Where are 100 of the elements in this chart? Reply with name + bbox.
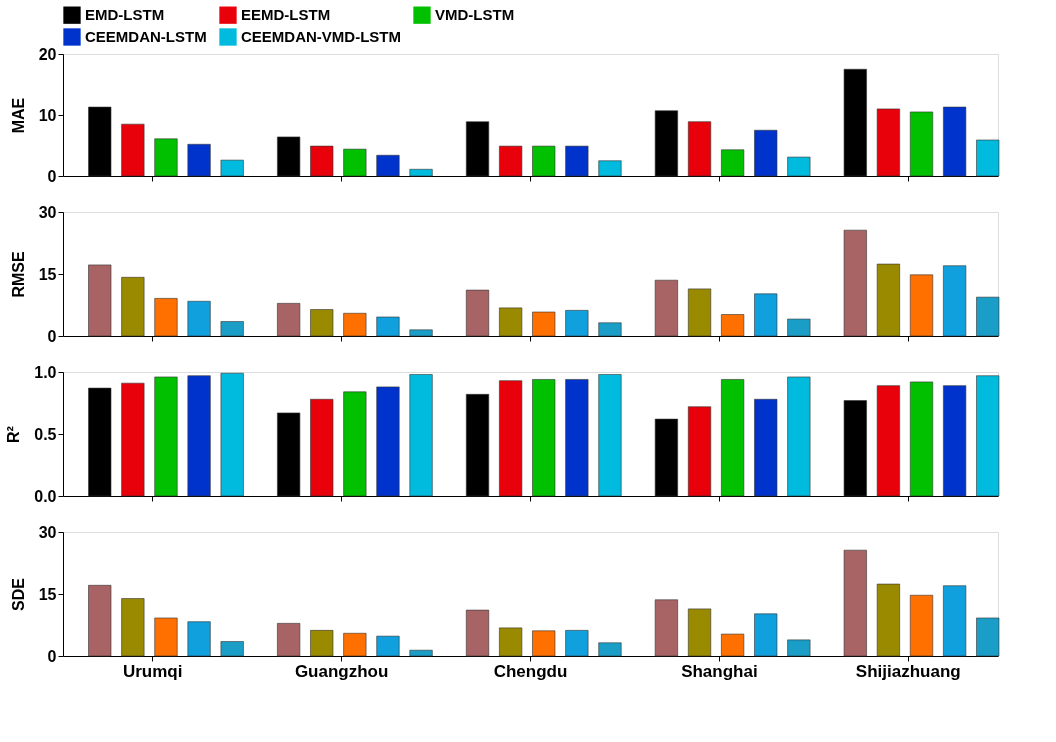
bar bbox=[843, 229, 867, 337]
bar bbox=[876, 583, 900, 657]
bar bbox=[310, 398, 334, 497]
bar bbox=[754, 129, 778, 177]
bar bbox=[721, 379, 745, 497]
y-tick-label: 30 bbox=[38, 523, 57, 541]
y-tick-label: 0 bbox=[47, 167, 57, 185]
bar bbox=[277, 623, 301, 657]
bar bbox=[121, 382, 145, 497]
bar bbox=[154, 376, 178, 497]
y-tick-label: 0 bbox=[47, 647, 57, 665]
bar bbox=[687, 608, 712, 657]
legend-label: CEEMDAN-LSTM bbox=[85, 28, 207, 45]
bar bbox=[598, 642, 622, 657]
bar bbox=[88, 264, 112, 337]
bar bbox=[565, 630, 589, 657]
bar bbox=[409, 374, 433, 497]
bar bbox=[976, 139, 1000, 177]
bar bbox=[909, 594, 934, 657]
bar bbox=[465, 289, 490, 337]
y-tick-label: 0.0 bbox=[34, 487, 57, 505]
y-axis-title: MAE bbox=[9, 97, 27, 134]
bar bbox=[909, 381, 934, 497]
bar bbox=[787, 318, 811, 337]
bar bbox=[687, 288, 712, 337]
bar bbox=[654, 279, 678, 337]
bar bbox=[943, 265, 967, 337]
legend-label: EMD-LSTM bbox=[85, 6, 165, 24]
bar bbox=[409, 649, 433, 657]
y-tick-label: 15 bbox=[38, 585, 57, 603]
bar bbox=[310, 309, 334, 337]
x-tick-label: Shanghai bbox=[681, 661, 758, 681]
bar bbox=[187, 143, 211, 177]
bar bbox=[220, 159, 244, 177]
bar bbox=[220, 372, 244, 497]
bar bbox=[532, 630, 556, 657]
bar bbox=[876, 385, 900, 497]
bar bbox=[187, 621, 211, 657]
bar bbox=[532, 379, 556, 497]
y-axis-title: SDE bbox=[9, 577, 27, 611]
bar bbox=[787, 376, 811, 497]
bar bbox=[565, 145, 589, 177]
bar bbox=[565, 379, 589, 497]
bar bbox=[721, 633, 745, 657]
bar bbox=[154, 138, 178, 177]
bar bbox=[121, 277, 145, 337]
bar bbox=[465, 609, 490, 657]
y-tick-label: 10 bbox=[38, 106, 57, 124]
bar bbox=[376, 635, 400, 657]
bar bbox=[876, 108, 900, 177]
bar bbox=[121, 123, 145, 177]
bar bbox=[843, 549, 867, 657]
bar bbox=[343, 632, 367, 657]
bar bbox=[343, 391, 367, 497]
bar bbox=[787, 639, 811, 657]
bar bbox=[687, 406, 712, 497]
bar bbox=[499, 627, 523, 657]
bar bbox=[409, 168, 433, 177]
bar bbox=[310, 145, 334, 177]
bar bbox=[376, 386, 400, 497]
legend-label: CEEMDAN-VMD-LSTM bbox=[241, 28, 401, 45]
bar bbox=[754, 398, 778, 497]
bar bbox=[532, 145, 556, 177]
bar bbox=[409, 329, 433, 337]
x-tick-label: Urumqi bbox=[122, 661, 183, 681]
bar bbox=[909, 274, 934, 337]
bar bbox=[754, 613, 778, 657]
bar bbox=[187, 375, 211, 497]
bar bbox=[220, 641, 244, 657]
bar bbox=[909, 111, 934, 177]
bar bbox=[154, 298, 178, 337]
y-axis-title: R² bbox=[5, 426, 23, 443]
y-tick-label: 30 bbox=[38, 203, 57, 221]
bar bbox=[687, 121, 712, 177]
bar bbox=[876, 263, 900, 337]
legend-label: VMD-LSTM bbox=[435, 6, 515, 24]
y-tick-label: 0 bbox=[47, 327, 57, 345]
y-tick-label: 0.5 bbox=[34, 425, 57, 443]
bar bbox=[654, 599, 678, 657]
y-tick-label: 1.0 bbox=[34, 363, 57, 381]
bar bbox=[943, 106, 967, 177]
bar bbox=[532, 311, 556, 337]
x-tick-label: Shijiazhuang bbox=[855, 661, 961, 681]
bar bbox=[343, 312, 367, 337]
bar bbox=[598, 374, 622, 497]
bar bbox=[499, 380, 523, 497]
y-tick-label: 20 bbox=[38, 45, 57, 63]
x-tick-label: Guangzhou bbox=[294, 661, 389, 681]
y-tick-label: 15 bbox=[38, 265, 57, 283]
bar bbox=[598, 160, 622, 177]
bar bbox=[343, 148, 367, 177]
bar bbox=[598, 322, 622, 337]
bar bbox=[787, 156, 811, 177]
y-axis-title: RMSE bbox=[9, 251, 27, 298]
bar bbox=[154, 617, 178, 657]
bar bbox=[754, 293, 778, 337]
bar bbox=[976, 296, 1000, 337]
bar bbox=[121, 598, 145, 657]
bar bbox=[376, 154, 400, 177]
bar bbox=[976, 375, 1000, 497]
